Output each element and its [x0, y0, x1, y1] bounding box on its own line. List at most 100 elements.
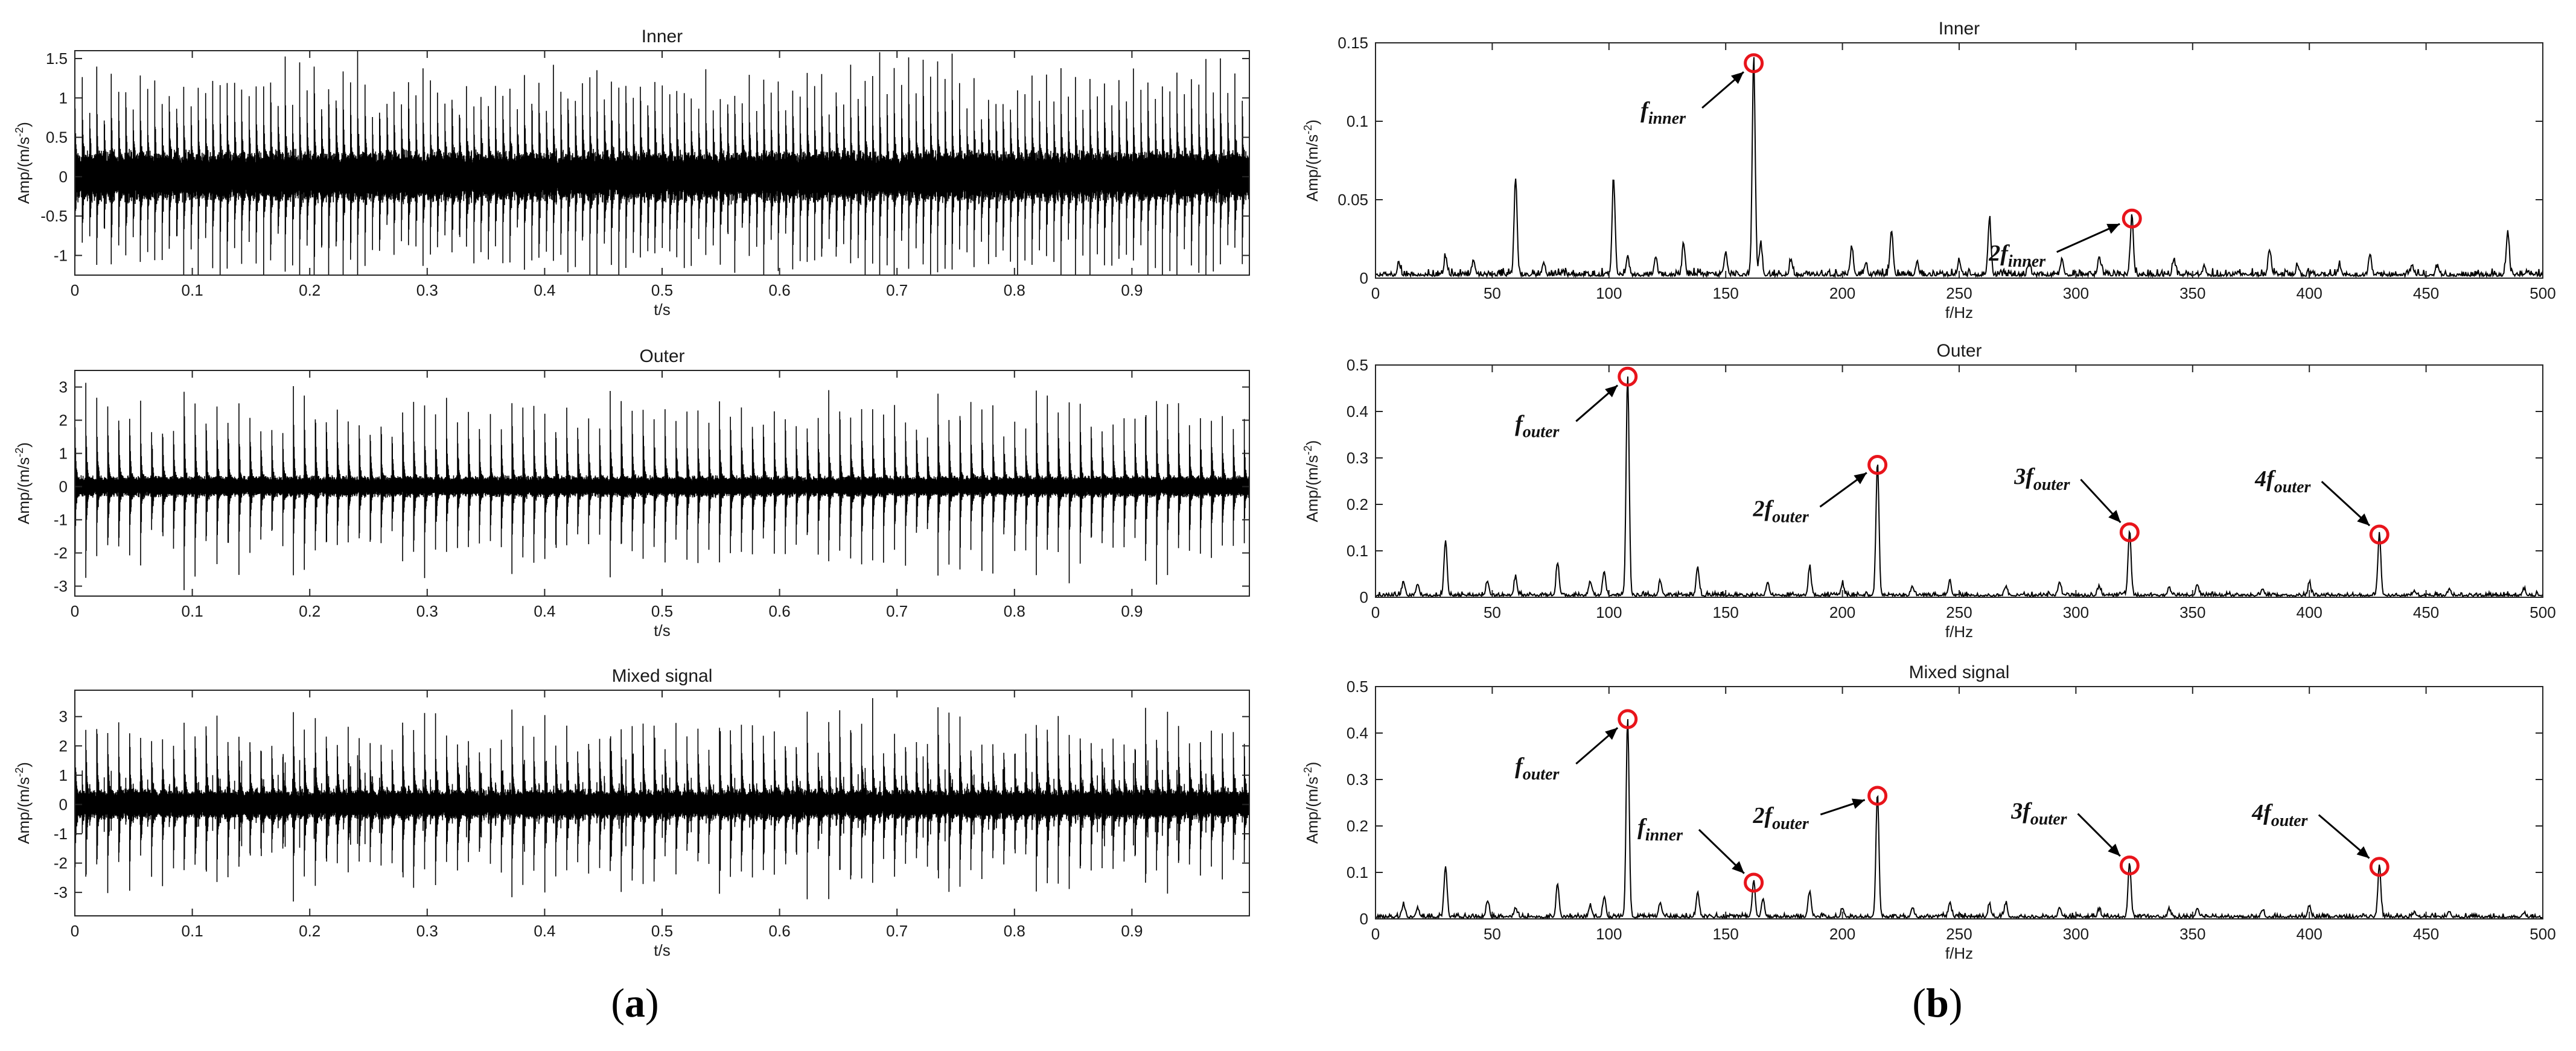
- x-tick-label: 0.7: [886, 922, 908, 940]
- series-line: [75, 698, 1249, 902]
- y-tick-label: 0: [59, 168, 68, 186]
- annotation-arrowhead: [1605, 728, 1618, 740]
- x-tick-label: 0.2: [299, 922, 320, 940]
- x-tick-label: 300: [2063, 925, 2089, 943]
- annotation-label: 2finner: [1988, 241, 2046, 271]
- y-axis-label: Amp/(m/s-2): [1302, 440, 1321, 522]
- x-tick-label: 0.3: [416, 281, 438, 299]
- x-tick-label: 250: [1946, 603, 1972, 621]
- chart-a1: Inner 0 0.1 0.2 0.3 0.4 0.5 0.6 0.7 0.8 0.9 -1 -0.5 0…: [13, 27, 1250, 319]
- x-tick-label: 100: [1596, 284, 1622, 302]
- y-tick-label: -2: [54, 854, 68, 872]
- y-tick-label: 2: [59, 737, 68, 755]
- x-tick-label: 250: [1946, 284, 1972, 302]
- y-tick-label: -3: [54, 577, 68, 595]
- x-tick-label: 200: [1829, 284, 1855, 302]
- x-tick-label: 0.9: [1121, 602, 1143, 620]
- x-tick-label: 0.9: [1121, 922, 1143, 940]
- x-tick-label: 50: [1484, 284, 1501, 302]
- y-tick-label: 0.5: [46, 129, 68, 147]
- x-tick-label: 150: [1713, 925, 1739, 943]
- annotation-label: 4fouter: [2251, 800, 2308, 830]
- x-tick-label: 0.1: [182, 602, 203, 620]
- series-line: [1376, 376, 2543, 597]
- x-tick-label: 450: [2413, 925, 2439, 943]
- chart-b2: Outer 0 50 100 150 200 250 300 350 400 450 500 0 0.1 0…: [1302, 341, 2556, 641]
- series-line: [75, 383, 1249, 591]
- series-line: [1376, 719, 2543, 919]
- annotation-arrowhead: [2356, 846, 2370, 859]
- x-tick-label: 350: [2179, 925, 2205, 943]
- x-tick-label: 0.3: [416, 922, 438, 940]
- x-axis-label: t/s: [654, 621, 670, 640]
- chart-title: Inner: [642, 27, 683, 46]
- x-tick-label: 100: [1596, 925, 1622, 943]
- x-tick-label: 0.1: [182, 281, 203, 299]
- y-tick-label: 0.2: [1347, 817, 1368, 835]
- annotation-label: finner: [1640, 98, 1686, 128]
- annotation-label: fouter: [1515, 754, 1560, 784]
- y-tick-label: -1: [54, 825, 68, 843]
- x-tick-label: 500: [2530, 603, 2555, 621]
- x-tick-label: 150: [1713, 284, 1739, 302]
- x-tick-label: 300: [2063, 603, 2089, 621]
- x-tick-label: 0: [1371, 603, 1380, 621]
- annotation-arrowhead: [1732, 861, 1744, 874]
- y-tick-label: 0.1: [1347, 112, 1368, 130]
- x-tick-label: 0.7: [886, 281, 908, 299]
- panel-label-a: (a): [611, 980, 658, 1026]
- axes-frame: [1375, 686, 2543, 919]
- annotation-label: 4fouter: [2254, 466, 2311, 497]
- x-tick-label: 0.8: [1004, 922, 1025, 940]
- annotation-arrowhead: [2108, 510, 2121, 523]
- x-tick-label: 250: [1946, 925, 1972, 943]
- y-tick-label: 2: [59, 411, 68, 430]
- x-tick-label: 0.5: [651, 922, 673, 940]
- chart-a3: Mixed signal 0 0.1 0.2 0.3 0.4 0.5 0.6 0.7 0.8 0.9…: [13, 666, 1250, 959]
- y-tick-label: 0.4: [1347, 724, 1368, 742]
- annotation-label: 3fouter: [2010, 798, 2067, 828]
- y-tick-label: 0.5: [1347, 678, 1368, 696]
- y-tick-label: -3: [54, 883, 68, 901]
- y-tick-label: 0.15: [1337, 34, 1368, 52]
- x-tick-label: 0.8: [1004, 602, 1025, 620]
- y-axis-label: Amp/(m/s-2): [13, 762, 33, 844]
- x-tick-label: 0.7: [886, 602, 908, 620]
- x-tick-label: 0.6: [769, 602, 791, 620]
- y-axis-label: Amp/(m/s-2): [13, 122, 33, 204]
- y-tick-label: 0.1: [1347, 542, 1368, 560]
- peak-marker: [1744, 53, 1764, 74]
- x-axis-label: t/s: [654, 300, 670, 319]
- chart-b3: Mixed signal 0 50 100 150 200 250 300 350 400 450 5…: [1302, 662, 2556, 962]
- x-tick-label: 350: [2179, 603, 2205, 621]
- annotation-label: 2fouter: [1752, 803, 1809, 833]
- x-tick-label: 0.5: [651, 281, 673, 299]
- peak-marker: [2369, 524, 2389, 545]
- x-tick-label: 0.5: [651, 602, 673, 620]
- peak-marker: [2119, 522, 2140, 542]
- y-tick-label: -1: [54, 246, 68, 264]
- annotation-label: 3fouter: [2013, 464, 2070, 494]
- peak-marker: [1867, 455, 1888, 475]
- annotation-arrowhead: [1730, 72, 1744, 84]
- annotation-label: fouter: [1515, 411, 1560, 441]
- y-tick-label: 1: [59, 89, 68, 107]
- annotation-label: finner: [1637, 814, 1683, 845]
- x-tick-label: 0.2: [299, 602, 320, 620]
- chart-title: Mixed signal: [612, 666, 713, 686]
- y-tick-label: 0: [59, 478, 68, 496]
- x-tick-label: 0.3: [416, 602, 438, 620]
- x-tick-label: 50: [1484, 603, 1501, 621]
- y-axis-label: Amp/(m/s-2): [13, 442, 33, 524]
- x-axis-label: f/Hz: [1945, 303, 1973, 322]
- x-tick-label: 400: [2297, 603, 2323, 621]
- peak-marker: [1618, 366, 1638, 387]
- y-tick-label: 0.4: [1347, 402, 1368, 421]
- y-tick-label: 0: [1360, 910, 1368, 928]
- x-tick-label: 0: [71, 922, 79, 940]
- x-tick-label: 100: [1596, 603, 1622, 621]
- y-axis-label: Amp/(m/s-2): [1302, 762, 1321, 844]
- y-tick-label: 1: [59, 766, 68, 784]
- annotation-arrowhead: [1605, 385, 1618, 398]
- x-tick-label: 0.6: [769, 281, 791, 299]
